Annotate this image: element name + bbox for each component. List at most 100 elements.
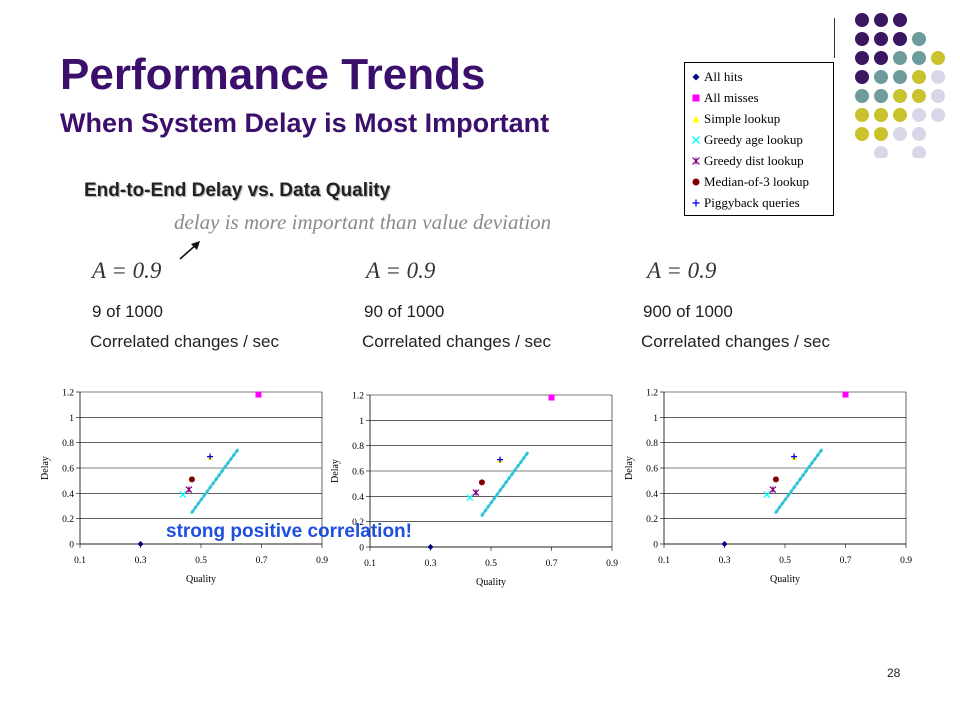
logo-dot [893,127,907,141]
y-tick-label: 0.2 [62,515,74,525]
data-point-x [179,491,187,499]
trend-line [480,451,529,517]
data-point-diamond [137,541,144,547]
data-point-square [255,391,262,398]
correlation-callout: strong positive correlation! [166,521,412,542]
x-tick-label: 0.7 [840,556,852,566]
y-tick-label: 0.6 [352,468,364,478]
data-point-asterisk [185,486,193,493]
square-marker-icon [692,94,700,101]
logo-dot [855,13,869,27]
y-tick-label: 0.6 [646,465,658,475]
x-axis-label: Quality [476,577,506,588]
panel-3-count: 900 of 1000 [643,302,733,321]
logo-dot [874,127,888,141]
data-point-square [548,394,555,401]
data-point-circle [772,476,779,483]
x-axis-label: Quality [770,574,800,585]
logo-dot [912,32,926,46]
logo-dot [912,51,926,65]
data-point-plus [207,453,214,460]
circle-marker-icon [692,178,700,185]
logo-dot [855,51,869,65]
divider-line [834,18,835,58]
logo-dot [855,127,869,141]
logo-dot [912,89,926,103]
y-tick-label: 0.6 [62,465,74,475]
y-tick-label: 0.4 [62,490,74,500]
logo-dot [893,89,907,103]
y-axis-label: Delay [40,456,51,480]
logo-dot [893,13,907,27]
panel-1-rate-label: Correlated changes / sec [90,332,279,351]
y-tick-label: 0 [359,544,364,554]
logo-dot [893,51,907,65]
x-tick-label: 0.3 [425,559,437,569]
y-tick-label: 1.2 [646,389,658,399]
data-point-plus [791,453,798,460]
logo-dot [893,70,907,84]
panel-3-rate-label: Correlated changes / sec [641,332,830,351]
x-tick-label: 0.7 [546,559,558,569]
data-point-asterisk [472,489,480,496]
x-tick-label: 0.1 [74,556,86,566]
page-subtitle: When System Delay is Most Important [60,108,550,138]
logo-dot [912,127,926,141]
logo-dot [912,70,926,84]
panel-1-param: A = 0.9 [92,258,162,283]
y-tick-label: 0.8 [62,439,74,449]
data-point-square [842,391,849,398]
section-heading: End-to-End Delay vs. Data Quality [84,180,391,201]
chart-panel-3: 0 0.2 0.4 0.6 0.8 1 1.2 0.1 0.3 0.5 0.7 0.9 Quality D… [620,380,920,600]
data-point-circle [478,479,485,486]
legend-item: Piggyback queries [691,192,833,213]
scatter-chart-1: 0 0.2 0.4 0.6 0.8 1 1.2 0.1 0.3 0.5 0.7 0.9 Quality D… [40,389,328,586]
y-tick-label: 0 [653,541,658,551]
y-tick-label: 1.2 [352,392,364,402]
logo-dot [874,108,888,122]
y-tick-label: 1.2 [62,389,74,399]
x-axis-label: Quality [186,574,216,585]
logo-dot [855,70,869,84]
page-title: Performance Trends [60,50,486,99]
legend-item: Simple lookup [691,108,833,129]
x-tick-label: 0.5 [779,556,791,566]
y-axis-label: Delay [624,456,635,480]
logo-dot [931,89,945,103]
trend-line [774,448,823,514]
legend-item: Median-of-3 lookup [691,171,833,192]
dot-cluster-logo [855,13,945,158]
scatter-chart-3: 0 0.2 0.4 0.6 0.8 1 1.2 0.1 0.3 0.5 0.7 0.9 Quality D… [624,389,912,586]
data-point-plus [497,456,504,463]
panel-1-count: 9 of 1000 [92,302,163,321]
data-point-diamond [427,544,434,550]
x-tick-label: 0.7 [256,556,268,566]
legend-label: All hits [704,69,743,84]
legend-item: Greedy age lookup [691,129,833,150]
x-tick-label: 0.3 [719,556,731,566]
logo-dot [874,146,888,158]
logo-dot [931,108,945,122]
y-tick-label: 0.4 [352,493,364,503]
asterisk-marker-icon [692,156,700,165]
data-point-circle [188,476,195,483]
x-tick-label: 0.9 [316,556,328,566]
scatter-chart-2: 0 0.2 0.4 0.6 0.8 1 1.2 0.1 0.3 0.5 0.7 0.9 Quality D… [330,392,618,589]
y-tick-label: 1 [653,414,658,424]
chart-panel-2: 0 0.2 0.4 0.6 0.8 1 1.2 0.1 0.3 0.5 0.7 0.9 Quality D… [326,383,626,603]
y-tick-label: 0.8 [646,439,658,449]
panel-2-rate-label: Correlated changes / sec [362,332,551,351]
legend-label: Median-of-3 lookup [704,174,810,189]
y-axis-label: Delay [330,459,341,483]
chart-legend: All hits All misses Simple lookup Greedy ag… [684,62,834,216]
y-tick-label: 0.2 [352,518,364,528]
legend-label: All misses [704,90,759,105]
chart-panel-1: 0 0.2 0.4 0.6 0.8 1 1.2 0.1 0.3 0.5 0.7 0.9 Quality D… [36,380,336,600]
triangle-marker-icon [692,115,700,122]
legend-label: Greedy age lookup [704,132,803,147]
logo-dot [855,108,869,122]
data-point-x [763,491,771,499]
legend-item: All hits [691,66,833,87]
y-tick-label: 0.2 [646,515,658,525]
arrow-icon [179,241,200,260]
